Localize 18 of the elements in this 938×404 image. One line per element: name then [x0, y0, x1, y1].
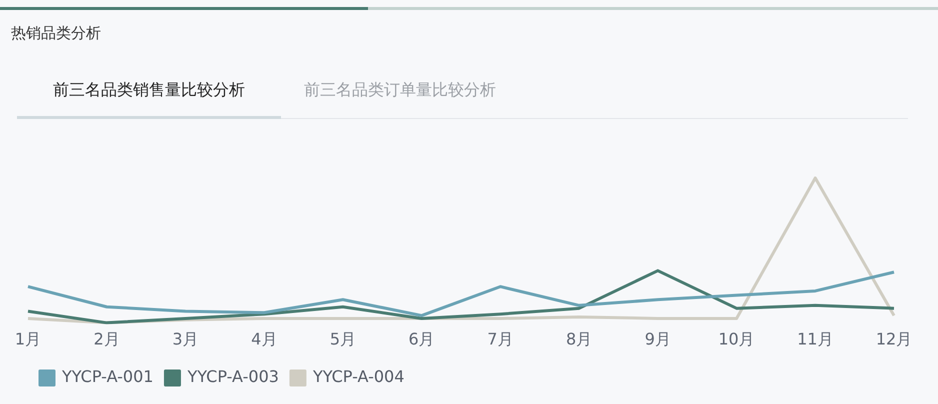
x-tick-label: 12月 [876, 330, 912, 349]
legend-label: YYCP-A-001 [61, 367, 154, 386]
x-tick-label: 4月 [251, 330, 278, 349]
chart-subtitle: 前三名品类销售量比较分析 [52, 80, 246, 101]
x-tick-label: 5月 [330, 330, 356, 349]
legend-label: YYCP-A-004 [312, 367, 404, 386]
x-tick-label: 11月 [797, 330, 834, 349]
text: 前三名品类订单量比较分析 [304, 80, 496, 101]
x-tick-label: 8月 [566, 330, 592, 349]
chart-title: 热销品类分析 [11, 24, 101, 43]
x-tick-label: 2月 [94, 330, 120, 349]
x-tick-label: 9月 [644, 330, 671, 349]
x-tick-label: 1月 [14, 330, 42, 349]
x-tick-label: 6月 [408, 330, 435, 349]
x-tick-label: 7月 [487, 330, 514, 349]
x-tick-label: 10月 [718, 330, 755, 349]
x-tick-label: 3月 [172, 330, 199, 349]
legend-label: YYCP-A-003 [186, 367, 279, 386]
